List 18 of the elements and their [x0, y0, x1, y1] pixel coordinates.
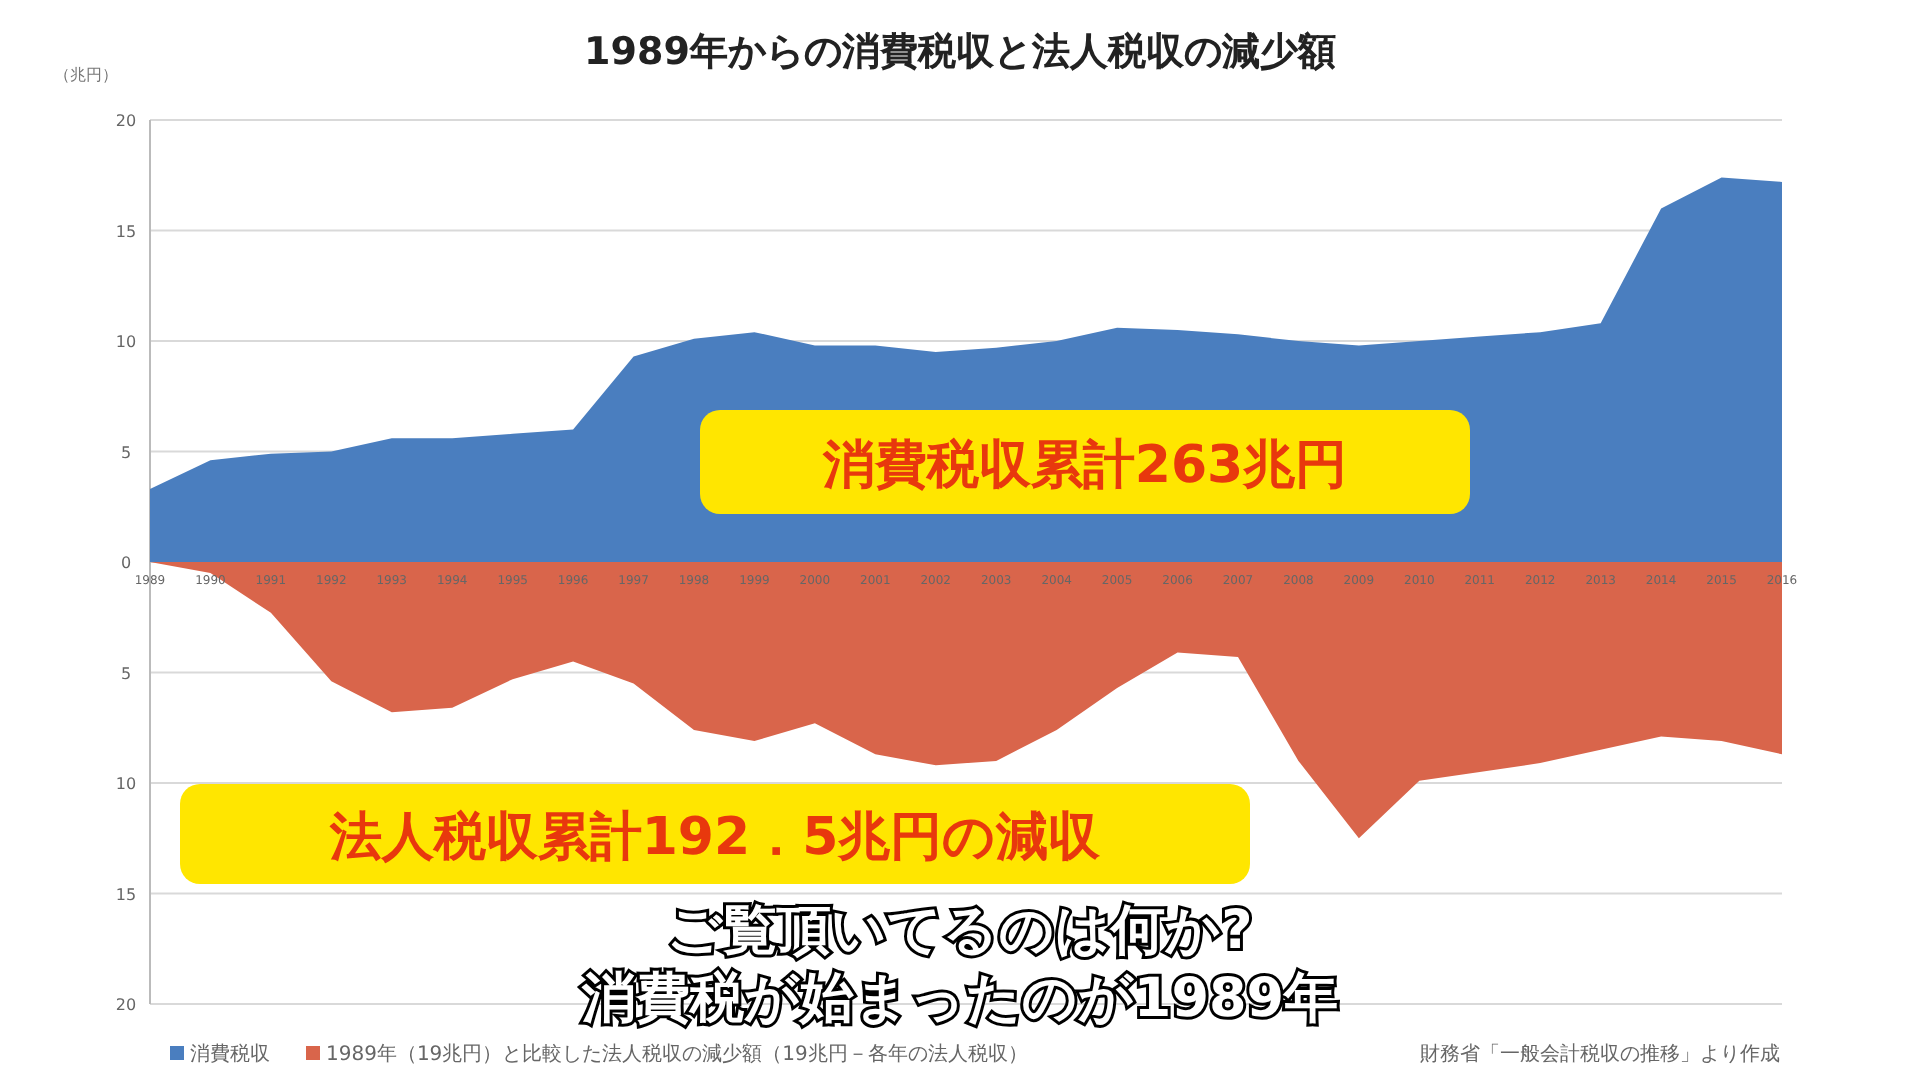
- y-tick-label: 10: [115, 333, 137, 351]
- y-tick-label: 10: [115, 775, 137, 793]
- y-tick-label: 20: [115, 996, 137, 1014]
- annotation: 法人税収累計192．5兆円の減収: [327, 808, 1103, 868]
- chart-title: 1989年からの消費税収と法人税収の減少額: [584, 30, 1336, 74]
- y-tick-label: 20: [115, 112, 137, 130]
- annotation: 消費税が始まったのが1989年: [579, 968, 1339, 1030]
- y-tick-label: 5: [120, 443, 132, 462]
- y-axis-title: （兆円）: [54, 66, 118, 84]
- y-tick-label: 5: [120, 664, 132, 683]
- annotation: ご覧頂いてるのは何か?: [667, 900, 1253, 962]
- annotation: 消費税収累計263兆円: [820, 436, 1348, 496]
- y-tick-label: 15: [115, 222, 137, 241]
- legend-label: 消費税収: [190, 1042, 270, 1066]
- y-tick-label: 15: [115, 885, 137, 904]
- y-tick-label: 0: [120, 554, 132, 572]
- legend-label: 1989年（19兆円）と比較した法人税収の減少額（19兆円－各年の法人税収）: [326, 1042, 1028, 1066]
- text: 財務省「一般会計税収の推移」より作成: [1420, 1042, 1780, 1066]
